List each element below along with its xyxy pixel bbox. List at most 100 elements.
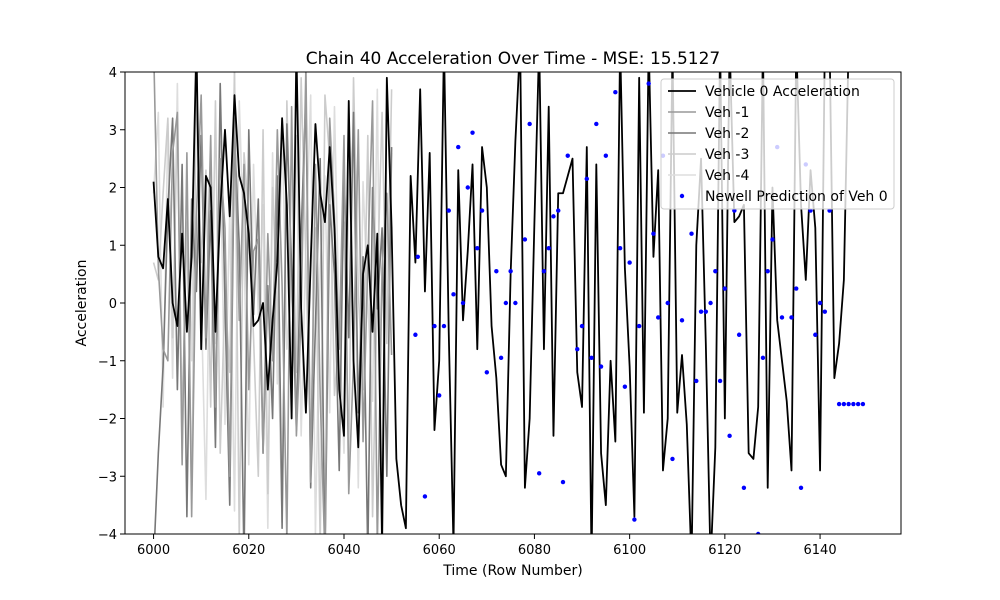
prediction-point [546, 245, 551, 251]
prediction-point [651, 231, 656, 236]
prediction-point [441, 323, 447, 329]
prediction-point [770, 237, 775, 242]
prediction-point [679, 318, 685, 323]
y-tick-label: 3 [109, 124, 117, 139]
prediction-point [494, 269, 499, 274]
prediction-point [670, 456, 675, 462]
prediction-point [627, 260, 632, 265]
prediction-point [632, 517, 637, 522]
prediction-point [432, 323, 437, 329]
prediction-point [656, 315, 661, 320]
prediction-point [579, 323, 585, 329]
prediction-point [594, 121, 599, 127]
prediction-point [522, 237, 528, 242]
y-tick-label: 1 [109, 239, 117, 254]
x-tick-label: 6040 [327, 543, 360, 558]
prediction-point [617, 245, 623, 251]
y-tick-label: 2 [109, 182, 117, 197]
x-tick-label: 6100 [613, 543, 646, 558]
prediction-point [475, 245, 480, 251]
legend-label: Veh -1 [705, 105, 749, 121]
prediction-point [575, 347, 580, 352]
prediction-point [446, 208, 451, 213]
x-tick-label: 6020 [232, 543, 265, 558]
legend-label: Veh -4 [705, 168, 749, 184]
prediction-point [708, 300, 713, 306]
prediction-point [536, 471, 542, 476]
chart-title: Chain 40 Acceleration Over Time - MSE: 1… [306, 49, 721, 69]
prediction-point [551, 214, 556, 219]
prediction-point [527, 121, 532, 127]
prediction-point [437, 393, 442, 398]
prediction-point [479, 208, 485, 213]
series-line-1 [153, 72, 393, 534]
x-tick-label: 6120 [708, 543, 741, 558]
legend-box [660, 78, 895, 210]
prediction-point [794, 286, 799, 291]
prediction-point [465, 185, 470, 190]
y-tick-label: 0 [109, 297, 117, 312]
prediction-point [846, 401, 851, 407]
prediction-point [765, 269, 770, 274]
prediction-point [851, 401, 856, 407]
prediction-point [813, 332, 818, 337]
prediction-point [789, 315, 794, 320]
series-layer [152, 72, 866, 534]
y-axis-label: Acceleration [74, 260, 90, 347]
prediction-point [646, 81, 651, 86]
prediction-point [822, 309, 828, 314]
legend-label: Veh -2 [705, 126, 749, 142]
y-tick-label: −3 [98, 470, 117, 485]
x-axis-label: Time (Row Number) [442, 563, 582, 579]
y-tick-label: −4 [98, 528, 117, 543]
prediction-point [779, 315, 785, 320]
prediction-point [460, 300, 466, 306]
x-tick-label: 6000 [137, 543, 170, 558]
prediction-point [860, 401, 866, 407]
prediction-point [589, 355, 594, 361]
prediction-point [703, 309, 709, 314]
prediction-point [727, 433, 732, 439]
y-tick-label: −2 [98, 413, 117, 428]
legend-swatch [679, 193, 685, 199]
prediction-point [413, 332, 418, 337]
legend-label: Veh -3 [705, 147, 749, 163]
prediction-point [841, 401, 847, 407]
prediction-point [584, 176, 589, 182]
prediction-point [722, 286, 728, 291]
x-tick-label: 6080 [518, 543, 551, 558]
x-axis: 6000 6020 6040 6060 6080 6100 6120 6140 [137, 534, 837, 558]
series-line-2 [154, 82, 393, 534]
prediction-point [713, 269, 718, 274]
prediction-point [694, 378, 699, 384]
prediction-point [422, 494, 428, 499]
prediction-point [484, 370, 490, 375]
prediction-point [755, 531, 761, 534]
prediction-point [689, 231, 694, 236]
prediction-point [741, 485, 747, 490]
prediction-point [603, 153, 609, 158]
prediction-point [622, 384, 628, 389]
prediction-point [565, 153, 570, 158]
prediction-point [636, 323, 642, 329]
prediction-point [736, 332, 742, 337]
legend-label: Vehicle 0 Acceleration [705, 84, 860, 100]
prediction-point [760, 355, 766, 361]
prediction-point [665, 300, 670, 306]
x-tick-label: 6060 [423, 543, 456, 558]
prediction-point [698, 309, 704, 314]
prediction-point [415, 254, 420, 259]
y-tick-label: 4 [109, 66, 117, 81]
x-tick-label: 6140 [804, 543, 837, 558]
prediction-point [498, 355, 504, 361]
legend: Vehicle 0 Acceleration Veh -1 Veh -2 Veh -3… [660, 78, 895, 210]
y-axis: −4 −3 −2 −1 0 1 2 3 4 [98, 66, 125, 543]
prediction-point [817, 300, 823, 306]
prediction-point [503, 300, 509, 306]
prediction-point [456, 144, 461, 150]
prediction-point [560, 479, 566, 485]
prediction-point [541, 269, 547, 274]
prediction-point [451, 292, 456, 297]
prediction-point [855, 401, 861, 407]
